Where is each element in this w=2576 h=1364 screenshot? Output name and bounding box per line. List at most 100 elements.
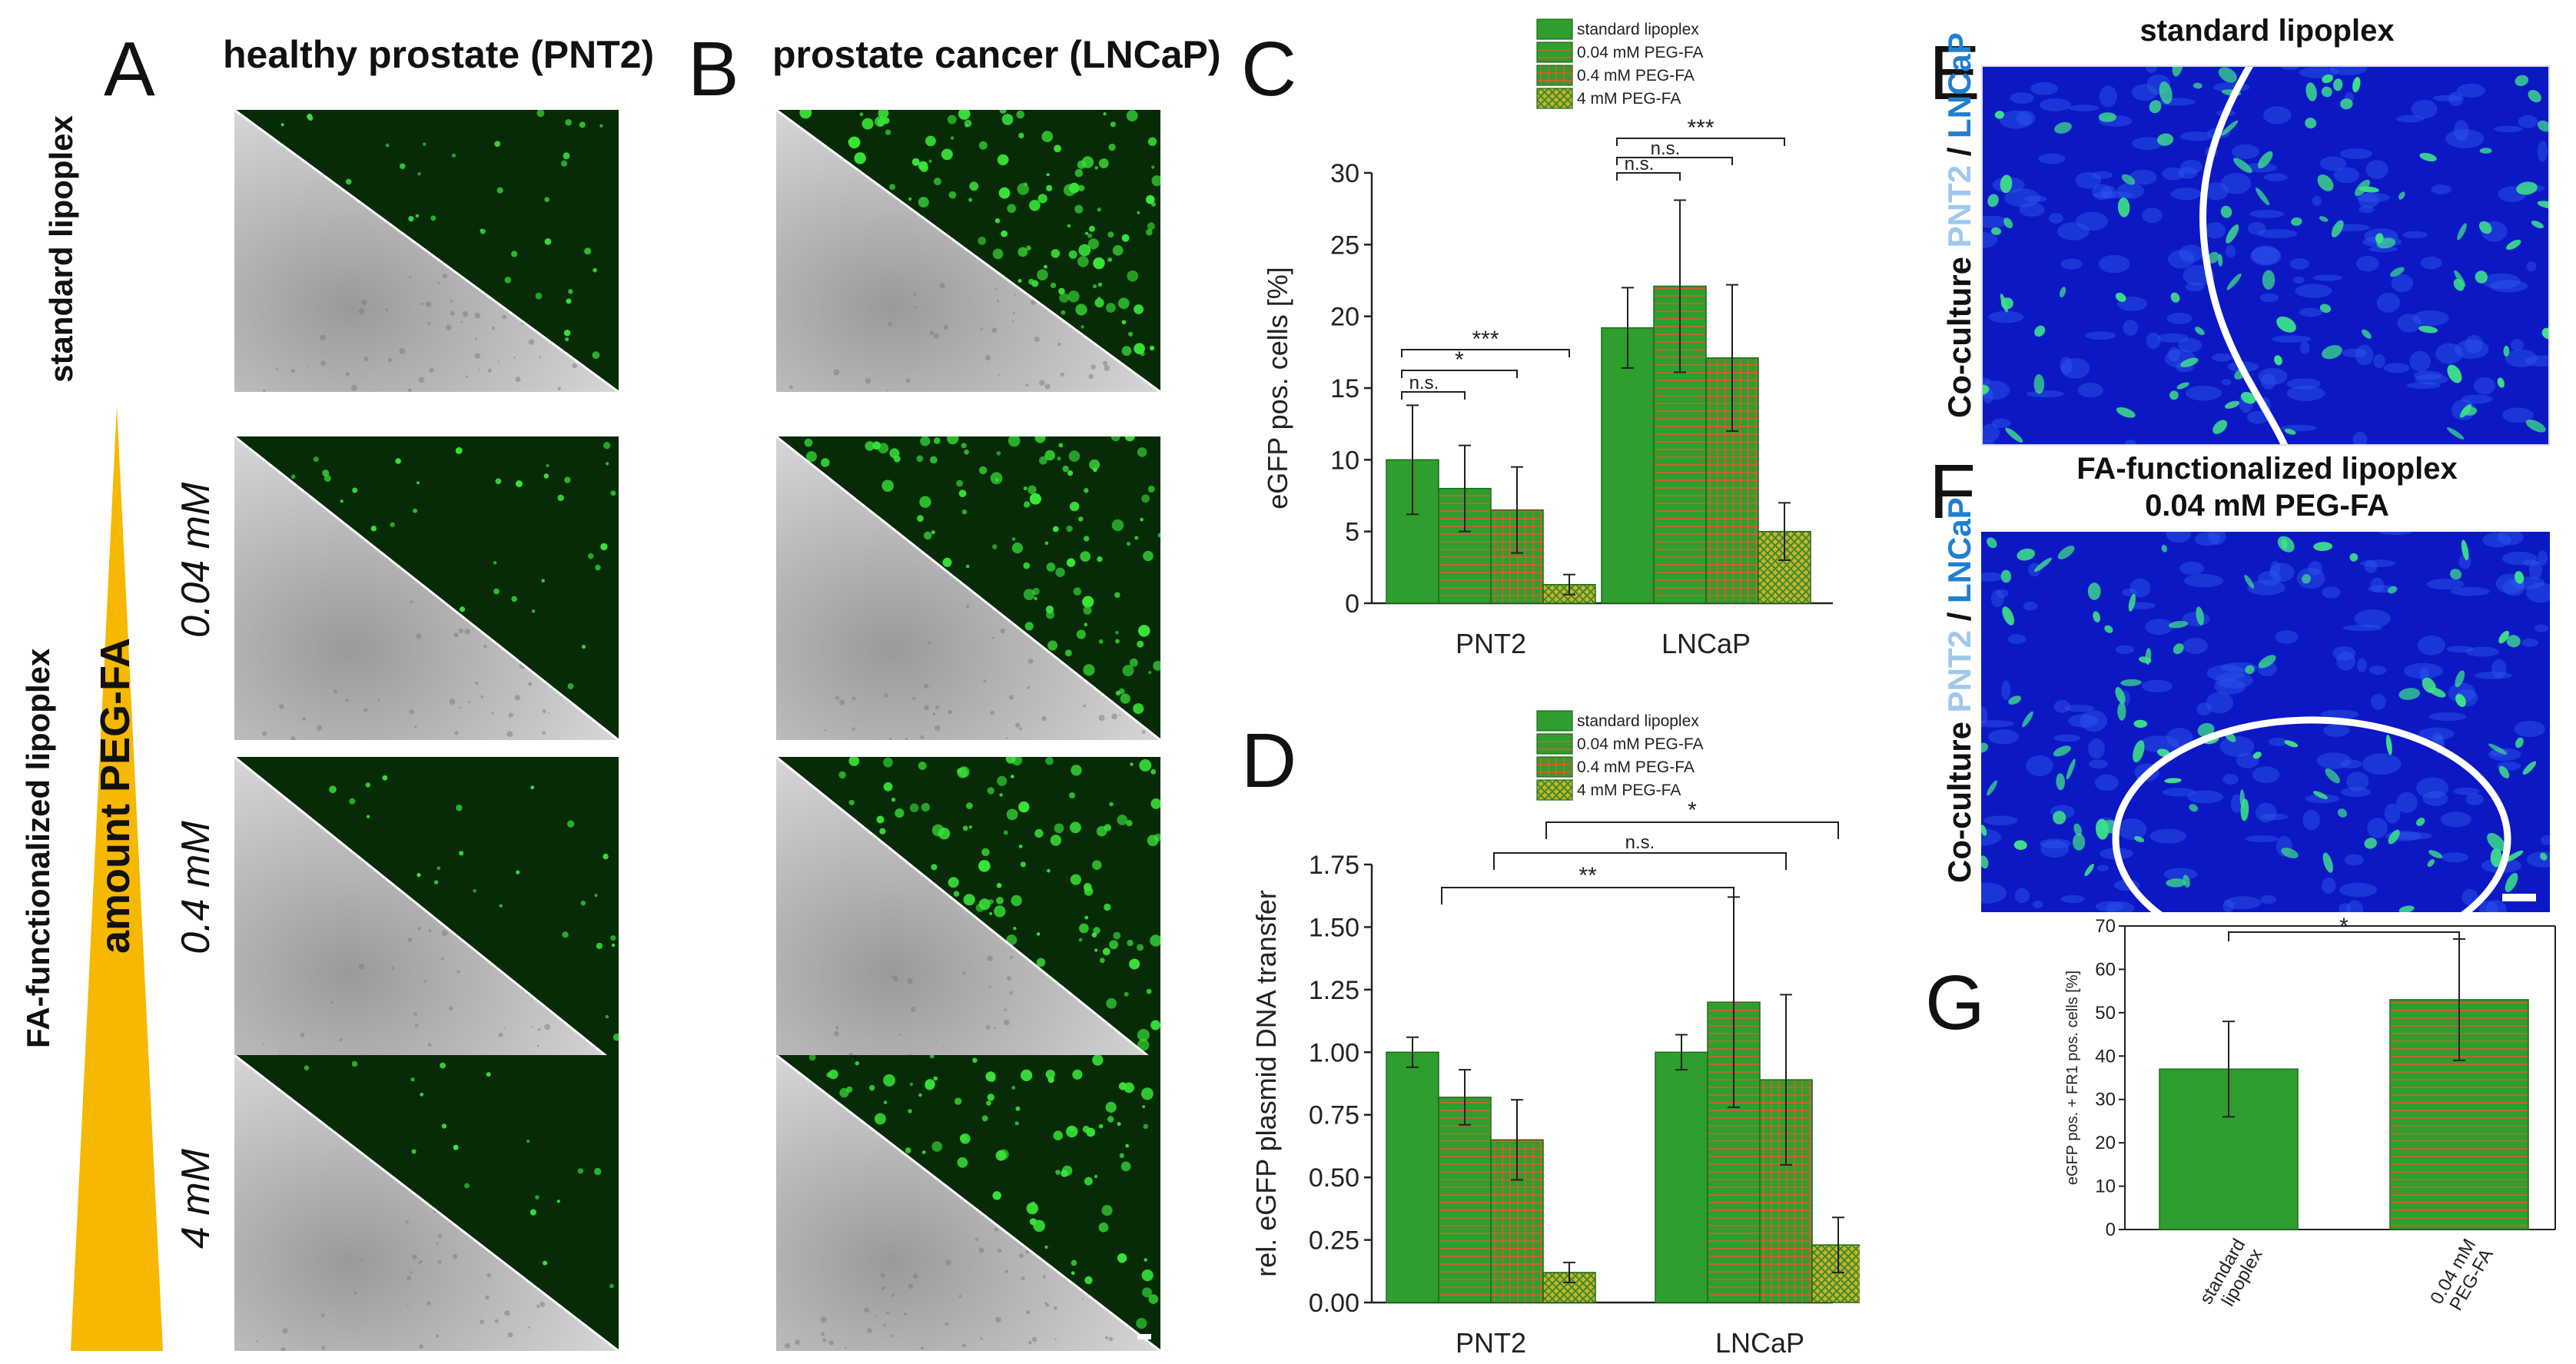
micrograph [776, 436, 1160, 740]
y-tick-label: 10 [1330, 446, 1359, 475]
y-tick-label: 0.50 [1309, 1163, 1359, 1193]
legend-swatch [1536, 779, 1573, 801]
micrograph [776, 1055, 1160, 1351]
significance-label: n.s. [1651, 138, 1681, 159]
fluorescence-image-e [1981, 65, 2550, 446]
lncap-text: LNCaP [1941, 497, 1977, 603]
panel-f-title-line1: FA-functionalized lipoplex [2076, 452, 2458, 486]
y-tick-label: 0.75 [1309, 1101, 1359, 1130]
row-label-standard: standard lipoplex [43, 115, 79, 383]
significance-bracket [1545, 821, 1839, 839]
legend-swatch [1536, 710, 1573, 732]
conc-label-0-04: 0.04 mM [174, 482, 218, 638]
legend-label: 0.4 mM PEG-FA [1577, 758, 1695, 776]
y-tick-label: 1.50 [1309, 913, 1359, 942]
legend-label: 0.4 mM PEG-FA [1577, 67, 1695, 85]
y-tick-label: 20 [2095, 1133, 2116, 1153]
coculture-text: Co-culture [1941, 722, 1977, 883]
y-tick-label: 5 [1345, 518, 1359, 547]
bar [1386, 1051, 1439, 1303]
significance-bracket [1401, 349, 1570, 357]
legend-label: 4 mM PEG-FA [1577, 782, 1681, 799]
micrograph [776, 757, 1160, 1066]
legend-swatch [1536, 756, 1573, 778]
row-label-functionalized: FA-functionalized lipoplex [20, 648, 56, 1048]
conc-label-0-4: 0.4 mM [174, 821, 218, 954]
significance-label: *** [1472, 327, 1499, 352]
y-tick-label: 15 [1330, 374, 1359, 403]
micrograph [234, 436, 619, 740]
y-tick-label: 25 [1330, 231, 1359, 260]
chart-c: 0 5 10 15 20 25 30 eGFP pos. cells [%] PNT2 LNCaP… [1262, 18, 1833, 659]
legend-label: 0.04 mM PEG-FA [1577, 44, 1704, 61]
significance-label: * [1688, 798, 1697, 823]
conc-label-4: 4 mM [174, 1149, 218, 1249]
legend-label: 0.04 mM PEG-FA [1577, 735, 1704, 753]
panel-f-title-line2: 0.04 mM PEG-FA [2145, 489, 2389, 523]
category-label: PNT2 [1456, 1327, 1526, 1359]
y-axis-label: rel. eGFP plasmid DNA transfer [1250, 890, 1282, 1277]
bar [1655, 1051, 1708, 1303]
panel-label-c: C [1241, 26, 1297, 112]
legend-label: standard lipoplex [1577, 21, 1699, 38]
significance-label: n.s. [1625, 832, 1655, 853]
significance-label: ** [1578, 863, 1597, 888]
significance-bracket [2228, 931, 2460, 941]
bar [1601, 327, 1655, 604]
bar [1811, 1244, 1860, 1303]
legend-swatch [1536, 41, 1573, 63]
significance-label: *** [1687, 115, 1714, 141]
y-tick-label: 20 [1330, 303, 1359, 332]
coculture-label-e: Co-culture PNT2 / LNCaP [1941, 32, 1978, 418]
y-axis-label: eGFP pos. cells [%] [1262, 267, 1293, 509]
legend-label: 4 mM PEG-FA [1577, 90, 1681, 108]
significance-bracket [1616, 172, 1681, 181]
slash-text: / [1941, 602, 1977, 630]
y-tick-label: 30 [2095, 1090, 2116, 1110]
panel-label-f: F [1929, 449, 1977, 535]
significance-bracket [1616, 157, 1733, 165]
column-title-healthy: healthy prostate (PNT2) [223, 33, 655, 76]
lncap-text: LNCaP [1941, 32, 1977, 138]
fluorescence-image-f [1981, 532, 2550, 912]
y-tick-label: 0.00 [1309, 1289, 1359, 1318]
category-label: 0.04 mMPEG-FA [2426, 1236, 2498, 1318]
y-tick-label: 60 [2095, 959, 2116, 980]
significance-label: * [2339, 914, 2349, 939]
y-tick-label: 70 [2095, 916, 2116, 937]
legend-swatch [1536, 733, 1573, 755]
category-label: PNT2 [1456, 628, 1526, 659]
significance-bracket [1401, 370, 1518, 378]
micrograph [234, 757, 619, 1066]
bar [1438, 1097, 1492, 1303]
legend-swatch [1536, 18, 1573, 40]
y-tick-label: 1.25 [1309, 976, 1359, 1005]
y-tick-label: 10 [2095, 1176, 2116, 1197]
column-title-cancer: prostate cancer (LNCaP) [772, 33, 1221, 76]
panel-label-e: E [1929, 30, 1980, 116]
y-axis-label: eGFP pos. + FR1 pos. cells [%] [2064, 971, 2081, 1185]
legend-swatch [1536, 65, 1573, 86]
significance-bracket [1616, 138, 1785, 146]
chart-d: 0.00 0.25 0.50 0.75 1.00 1.25 1.50 1.75 rel. eGF… [1250, 710, 1860, 1359]
micrograph [234, 1055, 619, 1351]
panel-label-a: A [104, 26, 155, 112]
y-tick-label: 0 [1345, 589, 1359, 619]
coculture-label-f: Co-culture PNT2 / LNCaP [1941, 497, 1978, 883]
micrograph [776, 110, 1160, 392]
amount-triangle [71, 406, 163, 1351]
significance-bracket [1493, 852, 1787, 870]
slash-text: / [1941, 138, 1977, 165]
pnt2-text: PNT2 [1941, 629, 1977, 713]
micrograph [234, 110, 619, 392]
significance-label: n.s. [1409, 373, 1439, 393]
y-tick-label: 0.25 [1309, 1226, 1359, 1256]
pnt2-text: PNT2 [1941, 164, 1977, 248]
y-tick-label: 0 [2106, 1220, 2116, 1240]
y-tick-label: 30 [1330, 159, 1359, 188]
coculture-text: Co-culture [1941, 257, 1977, 418]
legend-label: standard lipoplex [1577, 712, 1699, 730]
significance-bracket [1401, 391, 1466, 400]
category-label: LNCaP [1715, 1327, 1804, 1359]
y-tick-label: 40 [2095, 1046, 2116, 1067]
